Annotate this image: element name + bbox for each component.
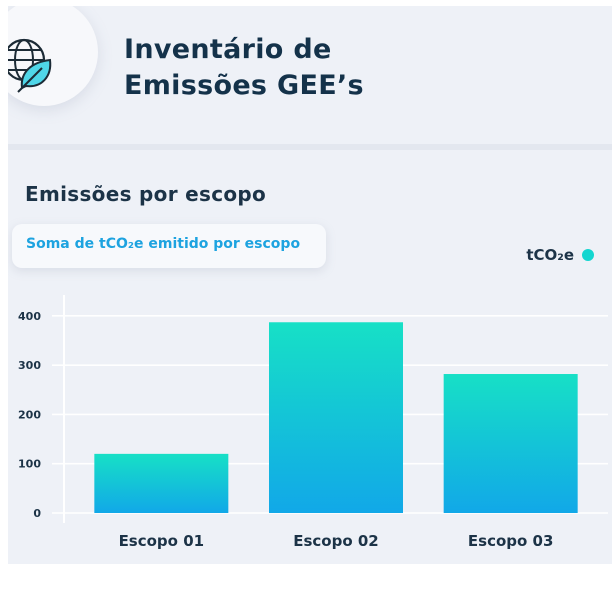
title-line-1: Inventário de: [124, 34, 332, 65]
globe-leaf-icon: [8, 38, 52, 93]
title-line-2: Emissões GEE’s: [124, 70, 364, 101]
y-tick-label: 200: [18, 408, 41, 421]
bar: [94, 453, 229, 513]
emissions-card: Inventário de Emissões GEE’s Emissões po…: [8, 6, 612, 564]
page-title: Inventário de Emissões GEE’s: [124, 32, 364, 104]
subtitle-pill: Soma de tCO₂e emitido por escopo: [12, 224, 326, 268]
logo-badge: [8, 6, 98, 106]
x-category-label: Escopo 01: [119, 532, 205, 550]
header-divider: [8, 144, 612, 150]
bar: [443, 374, 578, 513]
y-tick-label: 400: [18, 310, 41, 323]
legend-swatch: [582, 249, 594, 261]
y-tick-label: 300: [18, 359, 41, 372]
x-category-label: Escopo 02: [293, 532, 379, 550]
legend-label: tCO₂e: [526, 246, 574, 264]
x-category-label: Escopo 03: [468, 532, 554, 550]
bar: [269, 322, 403, 513]
header: Inventário de Emissões GEE’s: [8, 6, 612, 144]
y-tick-label: 100: [18, 458, 41, 471]
y-tick-label: 0: [33, 507, 41, 520]
section-title: Emissões por escopo: [25, 182, 267, 206]
chart-legend: tCO₂e: [526, 246, 594, 264]
subtitle-text: Soma de tCO₂e emitido por escopo: [26, 236, 301, 252]
bar-chart: 0 100 200 300 400 Escopo 01 Escopo 02 Escopo 03: [18, 295, 608, 550]
